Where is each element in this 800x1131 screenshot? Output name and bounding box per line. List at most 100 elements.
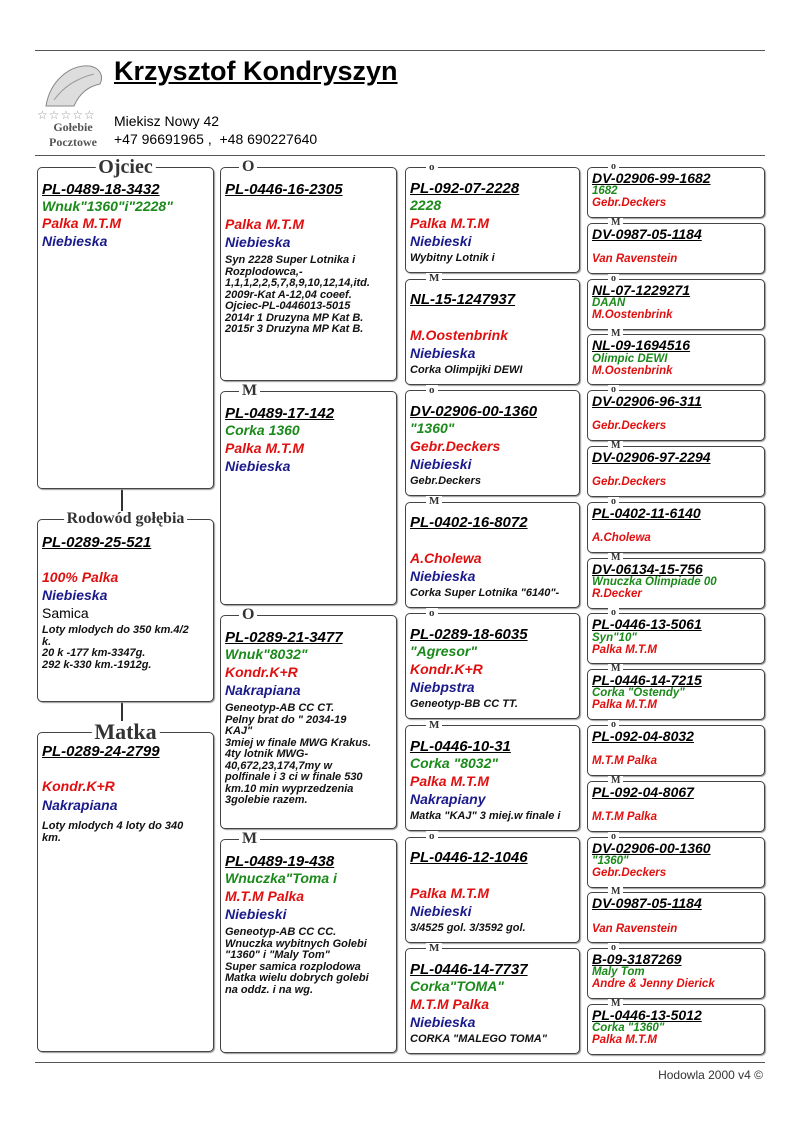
note: 20 k -177 km-3347g. (42, 647, 146, 659)
ring: DV-06134-15-756 (592, 560, 703, 577)
note: km.10 min wyprzedzenia (225, 782, 354, 795)
ring: DV-02906-97-2294 (592, 449, 711, 465)
ring: PL-0402-11-6140 (592, 504, 701, 521)
name: Corka "Ostendy" (592, 687, 685, 700)
pedigree-box: M PL-0446-14-7215 Corka "Ostendy" Palka M.T… (587, 664, 765, 721)
name: "Agresor" (410, 643, 477, 660)
note: Loty mlodych do 350 km.4/2 (42, 624, 189, 636)
owner: Palka M.T.M (592, 699, 657, 712)
ring: NL-09-1694516 (592, 337, 691, 354)
note: Syn 2228 Super Lotnika i (225, 254, 356, 266)
name: DAAN (592, 296, 626, 309)
ring: PL-0446-12-1046 (410, 849, 528, 867)
note: 2009r-Kat A-12,04 coeef. (225, 288, 352, 301)
note: km. (42, 831, 61, 844)
rule (35, 50, 765, 51)
pedigree-box: Matka PL-0289-24-2799 Kondr.K+R Nakrapiana L… (37, 721, 214, 1052)
owner: Gebr.Deckers (592, 420, 667, 433)
ring: DV-02906-99-1682 (592, 170, 711, 186)
box-label: o (426, 831, 438, 843)
owner: Kondr.K+R (410, 661, 483, 678)
pedigree-box: o PL-092-07-2228 2228 Palka M.T.M Niebieski W… (405, 161, 580, 273)
note: Gebr.Deckers (410, 475, 481, 488)
note: Matka "KAJ" 3 miej.w finale i (410, 810, 561, 822)
name: "1360" (592, 854, 629, 867)
box-label: M (239, 383, 261, 399)
owner: M.T.M Palka (592, 811, 657, 824)
box-label: M (426, 719, 443, 731)
rule (35, 1062, 765, 1063)
owner: Palka M.T.M (42, 215, 122, 231)
pedigree-box: M PL-0446-14-7737 Corka"TOMA" M.T.M Palka Ni… (405, 942, 580, 1055)
owner: Palka M.T.M (410, 884, 490, 901)
name: Syn"10" (592, 631, 637, 644)
ring: DV-02906-96-311 (592, 393, 702, 410)
ring: PL-092-04-8032 (592, 728, 694, 744)
ring: PL-0446-13-5061 (592, 616, 702, 633)
name: Wnuk"1360"i"2228" (42, 198, 173, 214)
box-label: M (608, 217, 624, 228)
ring: NL-15-1247937 (410, 291, 516, 309)
owner: Palka M.T.M (225, 216, 305, 232)
pedigree-box: M NL-15-1247937 M.Oostenbrink Niebieska Cork… (405, 273, 580, 385)
note: "1360" i "Maly Tom" (225, 949, 330, 961)
owner: Kondr.K+R (42, 778, 115, 794)
note: k. (42, 635, 52, 648)
note: 292 k-330 km.-1912g. (42, 658, 152, 671)
colour-name: Niebieski (410, 902, 472, 919)
box-label: M (608, 999, 624, 1009)
pedigree-box: M DV-0987-05-1184 Van Ravenstein (587, 887, 765, 944)
box-label: M (608, 441, 624, 451)
box-label: o (608, 385, 619, 396)
name: 2228 (410, 197, 442, 213)
ring: NL-07-1229271 (592, 281, 691, 298)
ring: PL-0402-16-8072 (410, 514, 528, 532)
box-label: o (426, 607, 438, 619)
box-label: M (608, 664, 624, 675)
ring: PL-0289-21-3477 (225, 628, 343, 646)
ring: PL-0446-10-31 (410, 737, 511, 755)
name: Corka"TOMA" (410, 978, 504, 995)
owner: Palka M.T.M (592, 643, 657, 656)
ring: PL-0289-18-6035 (410, 625, 528, 643)
box-label: o (608, 943, 619, 954)
owner: Van Ravenstein (592, 253, 678, 266)
owner: Palka M.T.M (410, 773, 490, 789)
box-label: O (239, 607, 258, 623)
owner: Andre & Jenny Dierick (592, 978, 715, 991)
pedigree-box: Ojciec PL-0489-18-3432 Wnuk"1360"i"2228" Pa… (37, 157, 214, 489)
pedigree-box: M PL-092-04-8067 M.T.M Palka (587, 775, 765, 832)
connector (121, 700, 123, 731)
ring: PL-0289-24-2799 (42, 742, 160, 760)
note: Corka Olimpijki DEWI (410, 363, 523, 376)
note: Geneotyp-AB CC CC. (225, 926, 337, 938)
colour-name: Niebieska (225, 234, 291, 250)
owner: A.Cholewa (592, 532, 651, 545)
note: Pelny brat do " 2034-19 (225, 713, 347, 726)
note: KAJ" (225, 725, 253, 737)
logo-text: Gołebie Pocztowe (40, 120, 106, 150)
pedigree-box: o PL-092-04-8032 M.T.M Palka (587, 720, 765, 776)
note: 2015r 3 Druzyna MP Kat B. (225, 323, 364, 335)
pedigree-box: o PL-0446-12-1046 Palka M.T.M Niebieski 3/45… (405, 831, 580, 943)
logo-line: Gołebie (53, 120, 93, 134)
name: Wnuczka Olimpiade 00 (592, 575, 717, 588)
connector (121, 487, 123, 518)
box-label: M (608, 552, 624, 563)
colour-name: Niebieska (410, 567, 476, 584)
name: Olimpic DEWI (592, 352, 668, 365)
owner: Palka M.T.M (592, 1034, 657, 1047)
box-label: M (608, 775, 624, 786)
colour-name: Niebieski (225, 906, 287, 922)
ring: DV-02906-00-1360 (410, 402, 538, 420)
box-label: M (426, 273, 443, 285)
ring: DV-0987-05-1184 (592, 225, 702, 242)
pedigree-box: o DV-02906-99-1682 1682 Gebr.Deckers (587, 162, 765, 218)
ring: B-09-3187269 (592, 951, 682, 968)
footer: Hodowla 2000 v4 © (658, 1068, 763, 1082)
owner: M.Oostenbrink (592, 364, 673, 377)
colour-name: Nakrapiana (42, 797, 118, 813)
pedigree-box: M DV-0987-05-1184 Van Ravenstein (587, 217, 765, 274)
owner: R.Decker (592, 587, 642, 600)
